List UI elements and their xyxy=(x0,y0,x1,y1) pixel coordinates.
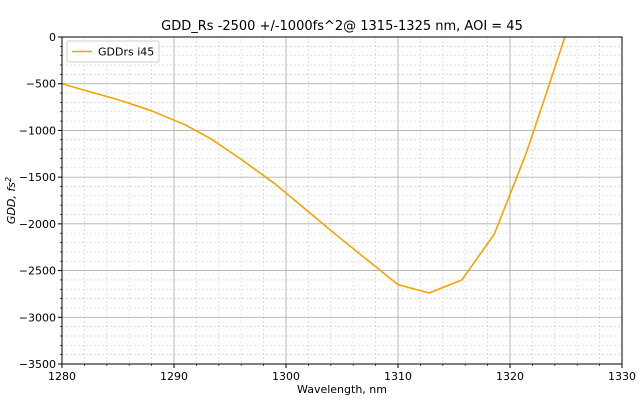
x-axis-ticks: 1280 1290 1300 1310 1320 1330 xyxy=(48,364,636,383)
y-tick-label: −2000 xyxy=(19,218,56,231)
y-axis-label-main: GDD, fs xyxy=(5,182,18,224)
x-tick-label: 1310 xyxy=(384,370,412,383)
y-tick-label: −3000 xyxy=(19,311,56,324)
plot-frame xyxy=(61,36,623,365)
y-tick-label: −1500 xyxy=(19,171,56,184)
legend: GDDrs i45 xyxy=(66,40,160,63)
y-axis-label: GDD, fs2 xyxy=(4,177,18,224)
y-axis-ticks: −3500 −3000 −2500 −2000 −1500 −1000 −500 0 xyxy=(19,31,62,371)
series-line-gddrs-i45 xyxy=(61,36,566,294)
x-tick-label: 1280 xyxy=(48,370,76,383)
x-tick-label: 1300 xyxy=(272,370,300,383)
x-axis-label: Wavelength, nm xyxy=(297,383,387,396)
x-tick-label: 1320 xyxy=(496,370,524,383)
y-axis-label-superscript: 2 xyxy=(4,177,13,182)
y-tick-label: −500 xyxy=(26,78,56,91)
y-tick-label: −1000 xyxy=(19,124,56,137)
x-tick-label: 1290 xyxy=(160,370,188,383)
y-tick-label: −3500 xyxy=(19,358,56,371)
y-tick-label: −2500 xyxy=(19,265,56,278)
minor-grid xyxy=(62,37,622,364)
chart-title: GDD_Rs -2500 +/-1000fs^2@ 1315-1325 nm, … xyxy=(161,19,523,34)
legend-label-gddrs-i45: GDDrs i45 xyxy=(98,46,154,59)
series-layer xyxy=(61,36,566,294)
legend-box xyxy=(66,40,160,63)
x-tick-label: 1330 xyxy=(608,370,636,383)
y-tick-label: 0 xyxy=(49,31,56,44)
